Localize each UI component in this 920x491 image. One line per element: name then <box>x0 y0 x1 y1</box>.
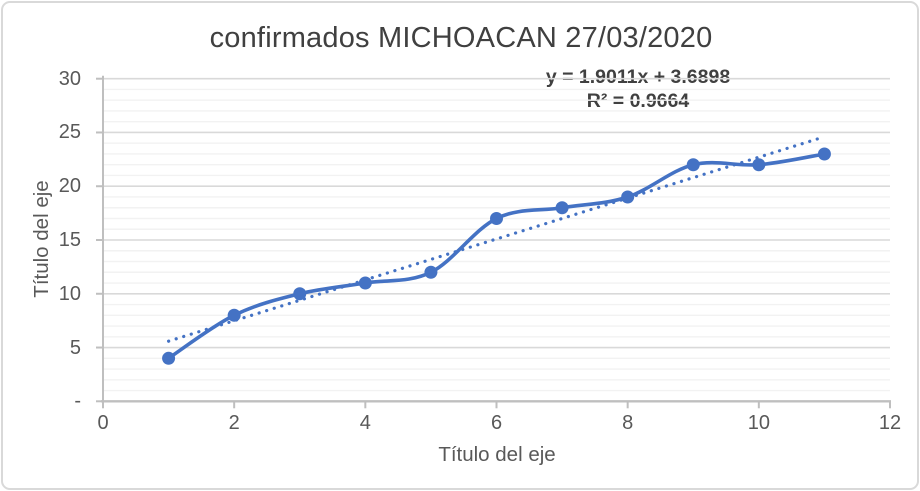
x-tick-label: 12 <box>878 412 902 434</box>
trendline[interactable] <box>166 135 827 343</box>
y-tick-label: 15 <box>58 229 81 251</box>
x-tick-label: 6 <box>490 412 503 434</box>
data-point-marker[interactable] <box>424 265 438 279</box>
y-tick-label: 30 <box>58 67 81 90</box>
plot-area[interactable] <box>3 3 919 486</box>
x-tick-label: 4 <box>359 412 371 434</box>
series-line[interactable] <box>166 152 827 361</box>
y-tick-label: - <box>74 390 81 413</box>
y-tick-label: 25 <box>58 121 81 144</box>
x-tick-label: 0 <box>97 412 109 434</box>
y-tick-label: 10 <box>58 282 81 305</box>
x-tick-label: 8 <box>622 412 634 434</box>
x-tick-label: 10 <box>747 412 770 434</box>
chart-title[interactable]: confirmados MICHOACAN 27/03/2020 <box>209 22 713 54</box>
y-axis-title[interactable]: Título del eje <box>30 180 53 298</box>
y-tick-label: 20 <box>58 175 81 198</box>
data-point-marker[interactable] <box>227 308 241 322</box>
data-point-marker[interactable] <box>686 158 700 172</box>
data-point-marker[interactable] <box>293 287 307 301</box>
x-tick-label: 2 <box>228 412 240 434</box>
trendline-equation: y = 1.9011x + 3.6898 <box>545 66 731 88</box>
trendline-r-squared: R² = 0.9664 <box>586 90 690 112</box>
data-point-marker[interactable] <box>490 211 503 225</box>
y-tick-label: 5 <box>69 336 81 359</box>
data-point-marker[interactable] <box>752 158 766 172</box>
data-point-marker[interactable] <box>162 351 176 365</box>
x-axis-title[interactable]: Título del eje <box>438 443 556 466</box>
data-point-marker[interactable] <box>358 276 372 290</box>
data-point-marker[interactable] <box>817 147 831 161</box>
trendline-label[interactable]: y = 1.9011x + 3.6898 R² = 0.9664 <box>488 65 788 113</box>
data-point-marker[interactable] <box>555 201 569 215</box>
